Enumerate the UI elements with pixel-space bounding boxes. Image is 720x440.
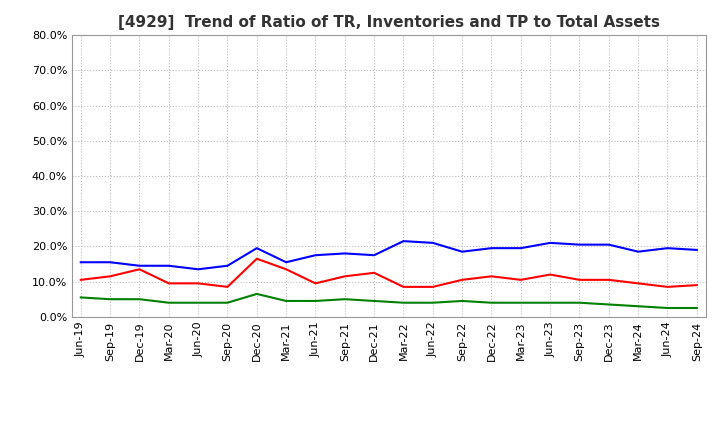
Trade Payables: [164, 300, 173, 305]
Trade Receivables: [428, 284, 437, 290]
Inventories: [575, 242, 584, 247]
Trade Payables: [634, 304, 642, 309]
Trade Payables: [693, 305, 701, 311]
Trade Payables: [253, 291, 261, 297]
Trade Payables: [663, 305, 672, 311]
Trade Payables: [341, 297, 349, 302]
Line: Inventories: Inventories: [81, 241, 697, 269]
Inventories: [311, 253, 320, 258]
Trade Payables: [428, 300, 437, 305]
Inventories: [516, 246, 525, 251]
Trade Receivables: [311, 281, 320, 286]
Trade Receivables: [223, 284, 232, 290]
Inventories: [458, 249, 467, 254]
Trade Payables: [135, 297, 144, 302]
Inventories: [428, 240, 437, 246]
Inventories: [693, 247, 701, 253]
Trade Payables: [76, 295, 85, 300]
Trade Receivables: [135, 267, 144, 272]
Inventories: [76, 260, 85, 265]
Trade Receivables: [516, 277, 525, 282]
Inventories: [106, 260, 114, 265]
Inventories: [194, 267, 202, 272]
Trade Payables: [106, 297, 114, 302]
Trade Payables: [546, 300, 554, 305]
Line: Trade Payables: Trade Payables: [81, 294, 697, 308]
Trade Receivables: [106, 274, 114, 279]
Trade Receivables: [282, 267, 290, 272]
Trade Receivables: [693, 282, 701, 288]
Line: Trade Receivables: Trade Receivables: [81, 259, 697, 287]
Inventories: [223, 263, 232, 268]
Inventories: [487, 246, 496, 251]
Trade Receivables: [164, 281, 173, 286]
Inventories: [605, 242, 613, 247]
Trade Receivables: [546, 272, 554, 277]
Trade Payables: [311, 298, 320, 304]
Trade Receivables: [575, 277, 584, 282]
Trade Receivables: [663, 284, 672, 290]
Trade Payables: [370, 298, 379, 304]
Inventories: [663, 246, 672, 251]
Inventories: [282, 260, 290, 265]
Inventories: [341, 251, 349, 256]
Title: [4929]  Trend of Ratio of TR, Inventories and TP to Total Assets: [4929] Trend of Ratio of TR, Inventories…: [118, 15, 660, 30]
Trade Receivables: [194, 281, 202, 286]
Trade Receivables: [253, 256, 261, 261]
Trade Receivables: [634, 281, 642, 286]
Inventories: [164, 263, 173, 268]
Inventories: [546, 240, 554, 246]
Trade Receivables: [605, 277, 613, 282]
Trade Payables: [282, 298, 290, 304]
Trade Receivables: [76, 277, 85, 282]
Trade Receivables: [458, 277, 467, 282]
Trade Payables: [399, 300, 408, 305]
Trade Payables: [194, 300, 202, 305]
Trade Payables: [487, 300, 496, 305]
Trade Payables: [458, 298, 467, 304]
Inventories: [370, 253, 379, 258]
Inventories: [253, 246, 261, 251]
Trade Receivables: [487, 274, 496, 279]
Inventories: [399, 238, 408, 244]
Trade Receivables: [341, 274, 349, 279]
Trade Receivables: [399, 284, 408, 290]
Trade Payables: [223, 300, 232, 305]
Trade Receivables: [370, 270, 379, 275]
Trade Payables: [605, 302, 613, 307]
Trade Payables: [575, 300, 584, 305]
Trade Payables: [516, 300, 525, 305]
Inventories: [135, 263, 144, 268]
Inventories: [634, 249, 642, 254]
